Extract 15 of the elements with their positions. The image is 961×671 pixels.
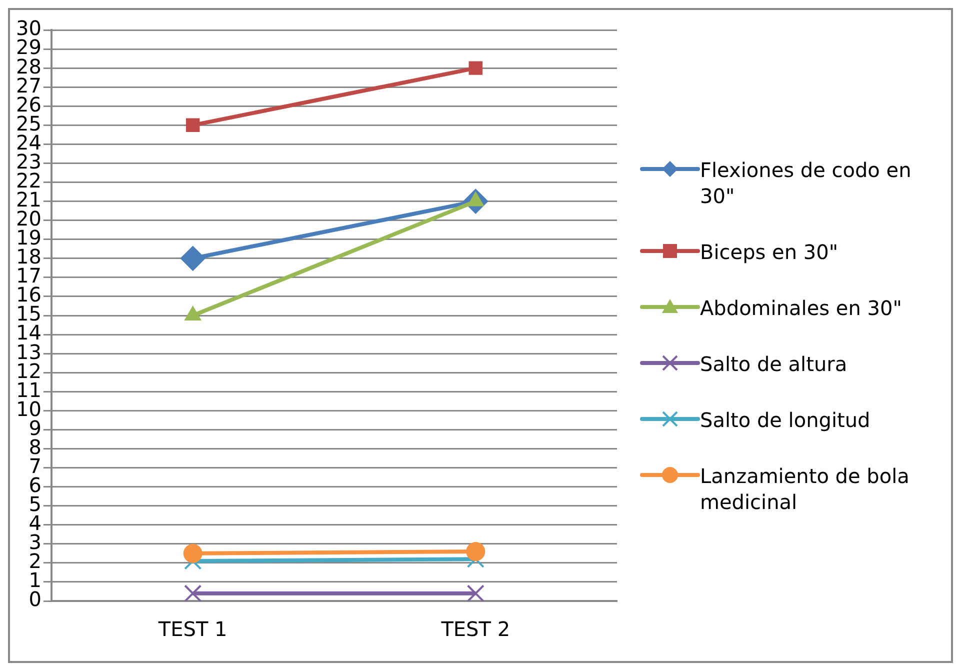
point	[186, 118, 200, 132]
legend-label: Biceps en 30"	[700, 238, 838, 264]
point	[180, 246, 206, 271]
point	[183, 544, 202, 563]
point	[466, 542, 486, 562]
point	[184, 584, 202, 601]
point	[466, 584, 484, 601]
x-tick-label: TEST 1	[157, 617, 228, 642]
x-tick-label: TEST 2	[440, 617, 510, 642]
legend-label: Salto de altura	[700, 350, 848, 376]
legend-label: Flexiones de codo en 30"	[700, 156, 912, 208]
point	[468, 61, 482, 75]
legend-label: Salto de longitud	[700, 406, 870, 432]
legend-label: Lanzamiento de bola medicinal	[700, 462, 910, 514]
legend-label: Abdominales en 30"	[700, 294, 902, 320]
